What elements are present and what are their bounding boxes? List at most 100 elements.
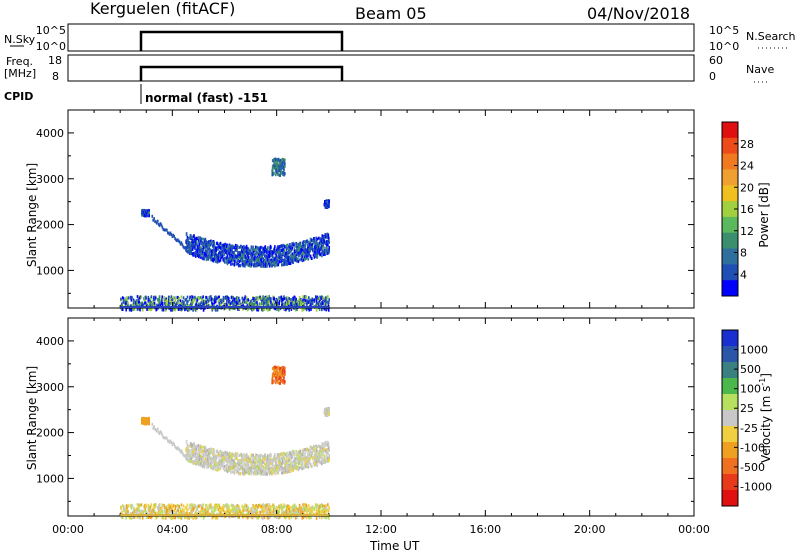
colorbar-swatch <box>722 264 738 280</box>
y-tick-label: 2000 <box>36 219 64 232</box>
scatter-cell <box>224 465 226 468</box>
scatter-cell <box>317 463 319 466</box>
scatter-cell <box>153 217 155 220</box>
colorbar-swatch <box>722 233 738 249</box>
scatter-cell <box>187 296 189 299</box>
scatter-cell <box>187 504 189 507</box>
scatter-cell <box>266 262 268 265</box>
scatter-cell <box>293 243 295 246</box>
scatter-cell <box>312 302 314 305</box>
colorbar-swatch <box>722 122 738 138</box>
scatter-cell <box>328 200 330 203</box>
scatter-cell <box>328 233 330 236</box>
scatter-cell <box>264 245 266 248</box>
scatter-cell <box>138 508 140 511</box>
scatter-cell <box>278 263 280 266</box>
scatter-cell <box>195 297 197 300</box>
scatter-cell <box>234 506 236 509</box>
scatter-cell <box>266 470 268 473</box>
y-tick-label: 1000 <box>36 264 64 277</box>
scatter-cell <box>232 262 234 265</box>
scatter-cell <box>213 449 215 452</box>
scatter-cell <box>183 301 185 304</box>
scatter-cell <box>120 506 122 509</box>
scatter-cell <box>288 517 290 520</box>
nsky-tick-top: 10^5 <box>36 24 66 37</box>
scatter-cell <box>313 237 315 240</box>
scatter-cell <box>270 509 272 512</box>
scatter-cell <box>201 445 203 448</box>
scatter-cell <box>128 296 130 299</box>
scatter-cell <box>161 298 163 301</box>
scatter-cell <box>270 297 272 300</box>
scatter-cell <box>284 162 286 165</box>
scatter-cell <box>303 516 305 519</box>
scatter-cell <box>237 246 239 249</box>
nsky-tick-bottom: 10^0 <box>36 40 66 53</box>
scatter-cell <box>252 246 254 249</box>
scatter-cell <box>251 471 253 474</box>
scatter-cell <box>308 517 310 520</box>
scatter-cell <box>230 471 232 474</box>
scatter-cell <box>308 296 310 299</box>
scatter-cell <box>120 298 122 301</box>
scatter-cell <box>159 503 161 506</box>
colorbar-swatch <box>722 249 738 265</box>
scatter-cell <box>325 511 327 514</box>
scatter-cell <box>175 516 177 519</box>
colorbar-swatch <box>722 169 738 185</box>
scatter-cell <box>304 244 306 247</box>
scatter-cell <box>308 504 310 507</box>
scatter-cell <box>284 165 286 168</box>
scatter-cell <box>284 297 286 300</box>
nsky-frame <box>68 24 694 51</box>
scatter-cell <box>155 296 157 299</box>
scatter-cell <box>271 472 273 475</box>
scatter-cell <box>328 241 330 244</box>
scatter-cell <box>264 302 266 305</box>
scatter-cell <box>227 245 229 248</box>
scatter-cell <box>316 517 318 520</box>
scatter-cell <box>233 302 235 305</box>
scatter-cell <box>306 516 308 519</box>
cpid-row: CPID normal (fast) -151 <box>4 84 268 105</box>
scatter-cell <box>321 254 323 257</box>
scatter-cell <box>189 296 191 299</box>
scatter-cell <box>262 295 264 298</box>
scatter-cell <box>284 172 286 175</box>
scatter-cell <box>274 245 276 248</box>
scatter-cell <box>237 454 239 457</box>
freq-panel: Freq. [MHz] 18 8 60 0 Nave <box>4 54 774 83</box>
scatter-cell <box>142 309 144 312</box>
scatter-cell <box>316 309 318 312</box>
scatter-cell <box>314 448 316 451</box>
scatter-cell <box>288 309 290 312</box>
scatter-cell <box>235 452 237 455</box>
scatter-cell <box>186 246 188 249</box>
scatter-cell <box>180 299 182 302</box>
scatter-cell <box>270 301 272 304</box>
scatter-cell <box>235 244 237 247</box>
scatter-cell <box>158 506 160 509</box>
freq-tick-bottom: 8 <box>52 70 59 83</box>
scatter-cell <box>161 503 163 506</box>
scatter-cell <box>227 453 229 456</box>
scatter-cell <box>288 297 290 300</box>
scatter-cell <box>325 252 327 255</box>
scatter-cell <box>145 297 147 300</box>
colorbar-tick-label: 28 <box>740 138 754 151</box>
scatter-cell <box>290 506 292 509</box>
scatter-cell <box>232 470 234 473</box>
scatter-cell <box>328 441 330 444</box>
scatter-cell <box>328 250 330 253</box>
scatter-cell <box>270 454 272 457</box>
scatter-cell <box>187 250 189 253</box>
scatter-cell <box>163 309 165 312</box>
scatter-cell <box>234 260 236 263</box>
scatter-cell <box>270 505 272 508</box>
scatter-cell <box>215 508 217 511</box>
scatter-cell <box>328 301 330 304</box>
station-title: Kerguelen (fitACF) <box>90 0 235 18</box>
